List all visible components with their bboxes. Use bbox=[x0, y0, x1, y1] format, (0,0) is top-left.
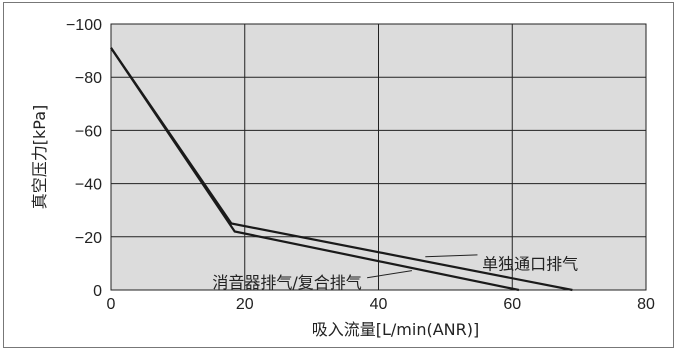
series-line-2 bbox=[110, 47, 520, 292]
annotation-leader-line bbox=[367, 270, 413, 279]
annotation-leader-line bbox=[425, 254, 478, 258]
y-axis-label: 真空压力[kPa] bbox=[30, 105, 49, 210]
y-tick-label: −20 bbox=[75, 230, 102, 247]
y-tick-label: −80 bbox=[75, 70, 102, 87]
x-tick-label: 20 bbox=[236, 296, 254, 313]
y-tick-label: 0 bbox=[93, 283, 102, 300]
y-tick-label: −60 bbox=[75, 123, 102, 140]
y-tick-label: −40 bbox=[75, 177, 102, 194]
series-lines bbox=[110, 47, 573, 292]
annotation-label: 单独通口排气 bbox=[482, 254, 578, 273]
x-tick-labels: 0 20 40 60 80 bbox=[107, 296, 655, 313]
y-tick-labels: 0 −20 −40 −60 −80 −100 bbox=[66, 17, 102, 300]
plot-border bbox=[110, 23, 647, 291]
x-tick-label: 0 bbox=[107, 296, 116, 313]
x-tick-label: 80 bbox=[637, 296, 655, 313]
y-tick-label: −100 bbox=[66, 17, 102, 34]
x-tick-label: 60 bbox=[503, 296, 521, 313]
annotation-leaders bbox=[367, 254, 478, 279]
x-tick-label: 40 bbox=[370, 296, 388, 313]
x-axis-label: 吸入流量[L/min(ANR)] bbox=[312, 320, 479, 339]
annotation-label: 消音器排气/复合排气 bbox=[212, 273, 361, 292]
grid-lines bbox=[111, 24, 646, 290]
